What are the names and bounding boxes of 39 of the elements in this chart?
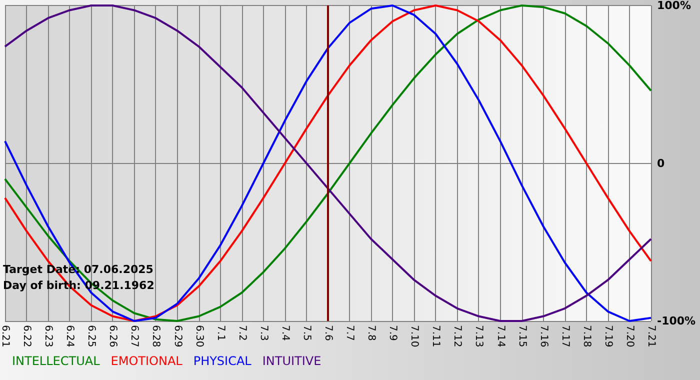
x-tick-label: 6.28 — [150, 325, 162, 348]
x-tick-label: 7.17 — [559, 325, 570, 348]
x-tick-label: 6.21 — [0, 325, 10, 348]
x-tick-label: 6.22 — [21, 325, 32, 348]
x-tick-label: 6.29 — [172, 325, 183, 348]
y-tick-label: 100% — [657, 0, 691, 12]
x-tick-label: 6.23 — [42, 325, 54, 348]
line-series — [4, 4, 652, 322]
x-tick-label: 7.8 — [366, 325, 377, 341]
x-tick-label: 7.13 — [473, 325, 484, 348]
y-tick-label: -100% — [657, 314, 696, 328]
x-tick-label: 7.5 — [300, 325, 312, 341]
x-tick-label: 6.25 — [86, 325, 97, 348]
text: EMOTIONAL — [110, 354, 183, 368]
x-tick-label: 7.1 — [214, 325, 226, 341]
x-tick-label: 6.30 — [193, 325, 204, 348]
x-tick-label: 7.19 — [602, 325, 614, 348]
x-tick-label: 6.26 — [107, 325, 118, 348]
x-tick-label: 7.21 — [646, 325, 656, 348]
x-tick-label: 7.12 — [452, 325, 463, 348]
y-tick-label: 0 — [657, 156, 665, 170]
x-tick-label: 6.24 — [64, 325, 76, 348]
x-tick-label: 7.16 — [538, 325, 549, 348]
text: PHYSICAL — [193, 354, 252, 368]
x-tick-label: 7.3 — [258, 325, 269, 341]
x-tick-label: 7.10 — [408, 325, 420, 348]
x-tick-label: 7.9 — [387, 325, 398, 341]
x-tick-label: 7.4 — [279, 325, 290, 341]
text: INTELLECTUAL — [12, 354, 100, 368]
x-tick-label: 7.20 — [624, 325, 635, 348]
x-tick-label: 7.15 — [516, 325, 528, 348]
x-tick-label: 7.2 — [236, 325, 248, 341]
x-tick-label: 6.27 — [128, 325, 140, 348]
x-tick-label: 7.7 — [344, 325, 356, 341]
x-tick-label: 7.11 — [430, 325, 442, 348]
x-tick-label: 7.18 — [580, 325, 592, 348]
text: INTUITIVE — [262, 354, 322, 368]
x-tick-label: 7.6 — [322, 325, 334, 341]
x-tick-label: 7.14 — [494, 325, 506, 348]
